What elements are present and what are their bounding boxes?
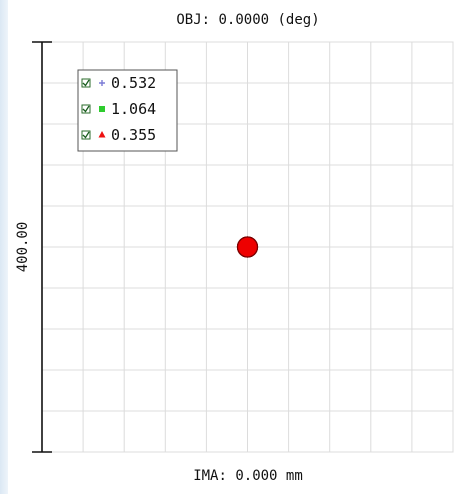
y-axis-label: 400.00 <box>15 222 31 273</box>
checkmark-icon <box>82 105 90 113</box>
legend-entry-label: 1.064 <box>111 100 156 118</box>
legend-entry-label: 0.532 <box>111 74 156 92</box>
spot-point-0.355 <box>236 236 259 258</box>
square-marker-icon <box>99 106 105 112</box>
chart-title: OBJ: 0.0000 (deg) <box>176 12 319 28</box>
window-edge <box>0 0 8 494</box>
legend: 0.532 1.064 0.355 <box>77 69 178 152</box>
checkmark-icon <box>82 131 90 139</box>
triangle-marker-icon <box>98 131 106 138</box>
checkmark-icon <box>82 79 90 87</box>
legend-checkbox[interactable] <box>81 104 91 114</box>
plus-marker-icon <box>99 80 105 86</box>
x-axis-label: IMA: 0.000 mm <box>193 468 303 484</box>
legend-checkbox[interactable] <box>81 130 91 140</box>
legend-box <box>77 69 178 152</box>
legend-checkbox[interactable] <box>81 78 91 88</box>
plot-area <box>32 41 454 453</box>
legend-entry-label: 0.355 <box>111 126 156 144</box>
